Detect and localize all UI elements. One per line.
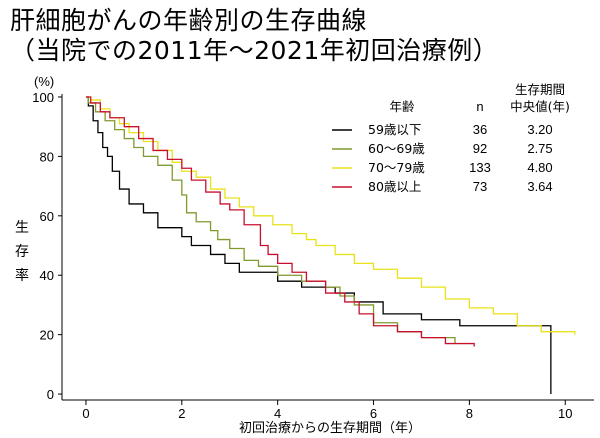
y-tick-label: 80 — [40, 149, 54, 164]
legend-median-value: 3.20 — [527, 122, 552, 137]
survival-curve-2 — [85, 96, 456, 344]
y-tick-label: 100 — [32, 90, 54, 105]
legend-header-group: 年齢 — [389, 99, 415, 114]
y-tick-label: 40 — [40, 268, 54, 283]
x-tick-label: 6 — [370, 406, 377, 421]
legend-label: 70～79歳 — [368, 160, 425, 175]
y-tick-label: 60 — [40, 209, 54, 224]
legend-median-value: 2.75 — [527, 141, 552, 156]
legend-n-value: 133 — [469, 160, 491, 175]
y-axis-label-char: 存 — [15, 244, 29, 260]
y-axis-label-char: 生 — [15, 220, 29, 236]
y-tick-label: 20 — [40, 328, 54, 343]
legend-label: 59歳以下 — [368, 122, 421, 137]
survival-curve-3 — [85, 96, 576, 335]
x-tick-label: 4 — [274, 406, 281, 421]
legend-header-n: n — [476, 99, 483, 114]
legend-n-value: 36 — [473, 122, 487, 137]
x-tick-label: 0 — [82, 406, 89, 421]
legend-header-median-line1: 生存期間 — [515, 82, 565, 97]
survival-curve-4 — [85, 96, 475, 347]
survival-curve-1 — [85, 96, 552, 395]
legend-median-value: 3.64 — [527, 179, 552, 194]
x-tick-label: 10 — [558, 406, 572, 421]
x-tick-label: 8 — [466, 406, 473, 421]
legend-header-median-line2: 中央値(年) — [510, 99, 570, 114]
x-axis-label: 初回治療からの生存期間（年） — [239, 421, 421, 436]
y-tick-label: 0 — [47, 387, 54, 402]
legend-n-value: 92 — [473, 141, 487, 156]
legend-median-value: 4.80 — [527, 160, 552, 175]
y-axis-label-char: 率 — [15, 267, 29, 284]
survival-curves — [85, 96, 576, 395]
legend-label: 80歳以上 — [368, 179, 421, 194]
chart-title-line2: （当院での2011年～2021年初回治療例） — [10, 36, 499, 65]
legend-n-value: 73 — [473, 179, 487, 194]
legend-label: 60～69歳 — [368, 141, 425, 156]
y-unit-label: (%) — [34, 74, 54, 89]
chart-title-line1: 肝細胞がんの年齢別の生存曲線 — [10, 6, 368, 35]
x-tick-label: 2 — [178, 406, 185, 421]
